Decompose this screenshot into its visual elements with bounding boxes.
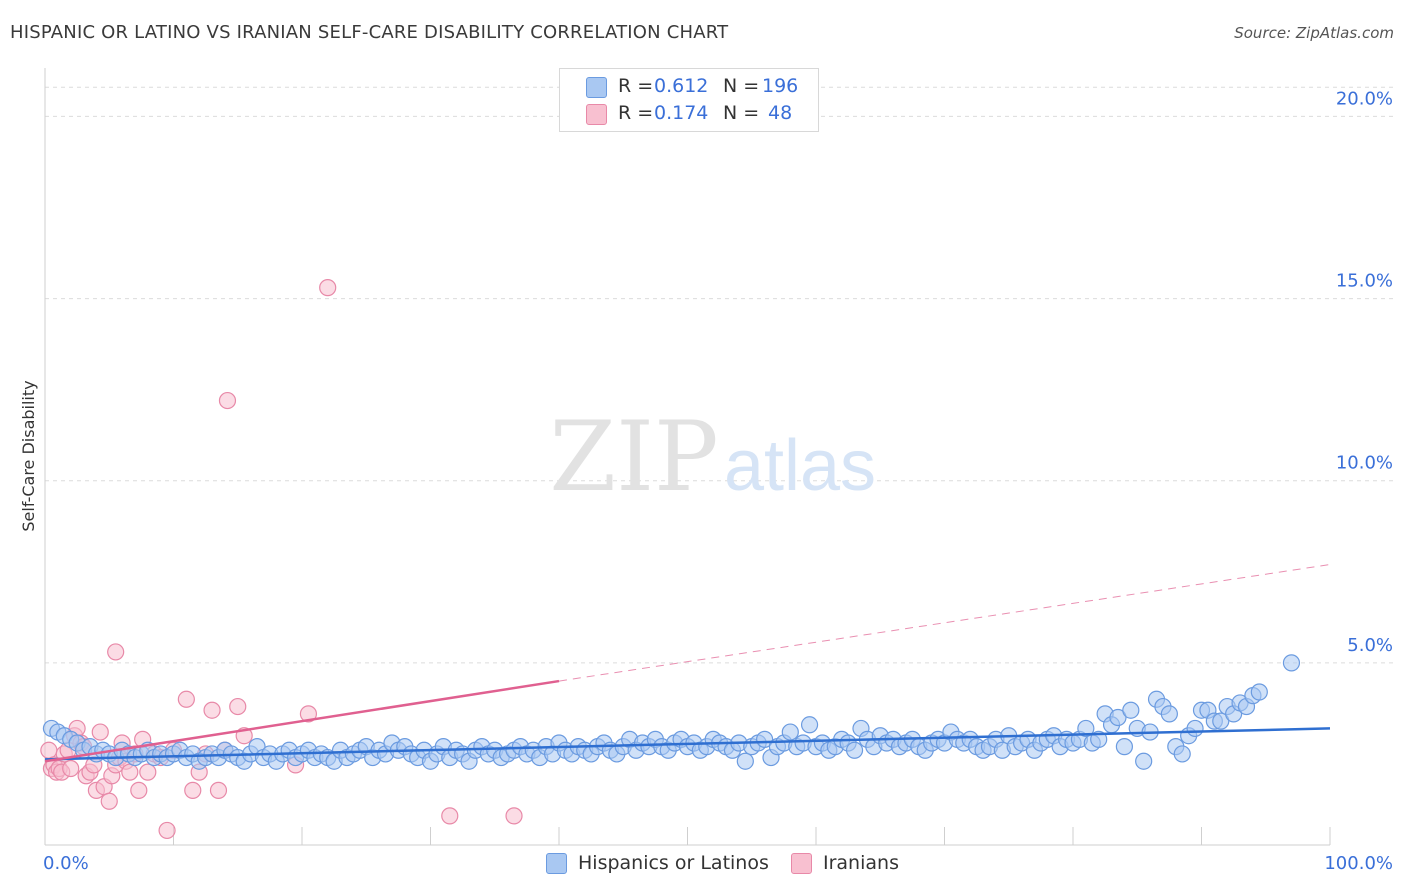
iranians-point [218, 391, 237, 410]
watermark-atlas: atlas [724, 426, 876, 506]
iranians-point [130, 781, 148, 799]
chart-title: HISPANIC OR LATINO VS IRANIAN SELF-CARE … [10, 22, 729, 43]
hispanics-point [800, 716, 819, 734]
iranians-point [441, 807, 459, 825]
legend-n-value: 48 [768, 102, 793, 124]
iranians-point [229, 697, 247, 716]
y-axis-label: Self-Care Disability [19, 380, 38, 531]
iranians-point [107, 643, 125, 661]
iranians-point [177, 690, 195, 708]
legend-n-label: N = [723, 75, 760, 97]
x-tick-label: 100.0% [1324, 853, 1393, 874]
legend-r-label: R = [618, 102, 654, 124]
iranians-point [91, 723, 109, 741]
bottom-legend-swatch-pink [791, 853, 812, 874]
axis-layer: 5.0% 10.0% 15.0% 20.0% 0.0% 100.0% [43, 68, 1393, 874]
hispanics-point [1135, 752, 1153, 770]
iranians-point [158, 821, 176, 840]
y-tick-label: 20.0% [1336, 88, 1393, 109]
correlation-legend: R = 0.612 N = 196 R = 0.174 N = 48 [559, 68, 819, 132]
iranians-point [121, 763, 139, 781]
hispanics-point [1173, 745, 1191, 763]
x-tick-label: 0.0% [43, 853, 89, 874]
hispanics-point [1250, 683, 1268, 701]
legend-n-label: N = [723, 102, 760, 124]
legend-swatch-blue [586, 77, 607, 98]
hispanics-point [1115, 738, 1134, 756]
iranians-point [203, 701, 221, 719]
iranians-point [100, 792, 118, 810]
y-tick-label: 15.0% [1336, 271, 1393, 292]
iranians-point [62, 759, 80, 778]
iranians-point [184, 781, 202, 799]
hispanics-point [781, 723, 799, 741]
hispanics-point [1282, 654, 1301, 672]
hispanics-point [1160, 705, 1178, 723]
watermark-zip: ZIP [549, 401, 718, 513]
hispanics-point [1077, 719, 1095, 738]
hispanics-point [736, 752, 754, 770]
hispanics-point [1186, 719, 1204, 738]
trend-lines [44, 564, 1331, 763]
bottom-legend-label: Hispanics or Latinos [578, 852, 769, 874]
y-tick-label: 5.0% [1347, 635, 1393, 656]
hispanics-point [1109, 708, 1127, 727]
legend-swatch-pink [586, 104, 607, 125]
iranians-point [40, 741, 58, 759]
iranians-point [139, 763, 157, 781]
hispanics-point [1122, 701, 1140, 719]
bottom-legend-label: Iranians [823, 852, 899, 874]
iranians-trend-line-dashed [558, 564, 1331, 682]
iranians-point [319, 279, 337, 297]
iranians-point [505, 807, 523, 825]
legend-r-value: 0.612 [654, 75, 709, 97]
legend-n-value: 196 [762, 75, 799, 97]
hispanics-point [1090, 730, 1108, 748]
iranians-point [299, 705, 318, 723]
legend-r-label: R = [618, 75, 654, 97]
hispanics-trend-line [44, 727, 1331, 761]
iranians-trend-line-solid [44, 679, 560, 763]
iranians-point [209, 781, 228, 799]
grid-layer [45, 86, 1395, 664]
legend-r-value: 0.174 [654, 102, 709, 124]
y-tick-label: 10.0% [1336, 453, 1393, 474]
source-label: Source: ZipAtlas.com [1234, 24, 1394, 42]
bottom-legend-swatch-blue [546, 853, 567, 874]
hispanics-point [845, 741, 864, 759]
hispanics-point [1212, 712, 1230, 730]
